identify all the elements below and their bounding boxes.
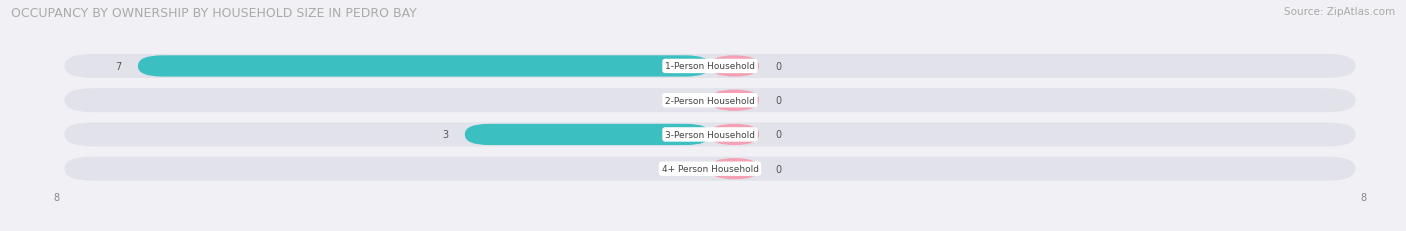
Text: 0: 0	[776, 130, 782, 140]
FancyBboxPatch shape	[138, 56, 710, 77]
Text: 0: 0	[776, 96, 782, 106]
FancyBboxPatch shape	[65, 157, 1355, 181]
FancyBboxPatch shape	[65, 89, 1355, 113]
FancyBboxPatch shape	[710, 124, 759, 146]
Text: Source: ZipAtlas.com: Source: ZipAtlas.com	[1284, 7, 1395, 17]
Text: OCCUPANCY BY OWNERSHIP BY HOUSEHOLD SIZE IN PEDRO BAY: OCCUPANCY BY OWNERSHIP BY HOUSEHOLD SIZE…	[11, 7, 418, 20]
Text: 0: 0	[776, 164, 782, 174]
Text: 3: 3	[443, 130, 449, 140]
Text: 7: 7	[115, 62, 122, 72]
Text: 3-Person Household: 3-Person Household	[665, 130, 755, 139]
Text: 4+ Person Household: 4+ Person Household	[662, 164, 758, 173]
Text: 0: 0	[688, 164, 693, 174]
FancyBboxPatch shape	[710, 158, 759, 179]
Text: 1-Person Household: 1-Person Household	[665, 62, 755, 71]
FancyBboxPatch shape	[710, 56, 759, 77]
FancyBboxPatch shape	[465, 124, 710, 146]
FancyBboxPatch shape	[65, 123, 1355, 147]
Text: 2-Person Household: 2-Person Household	[665, 96, 755, 105]
FancyBboxPatch shape	[65, 55, 1355, 79]
Text: 0: 0	[776, 62, 782, 72]
FancyBboxPatch shape	[710, 90, 759, 111]
Text: 0: 0	[688, 96, 693, 106]
